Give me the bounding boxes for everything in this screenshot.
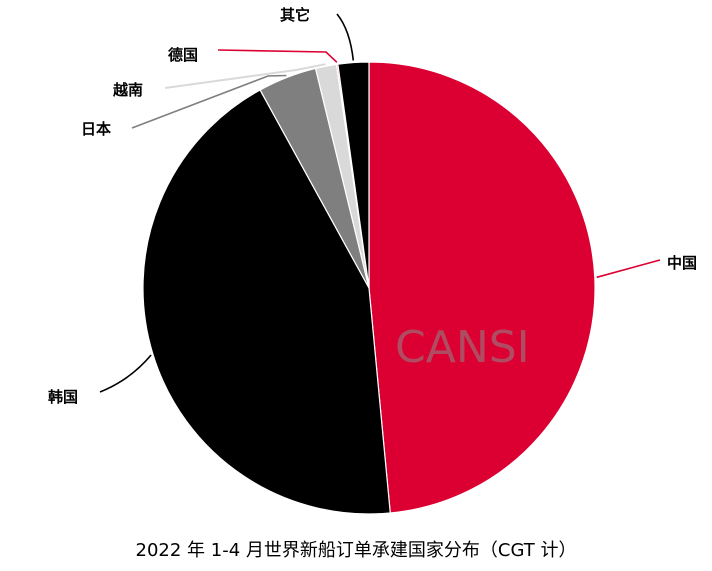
pie-slice-5 [337, 61, 370, 289]
slice-label-3: 越南 [112, 81, 143, 99]
watermark: CANSI [395, 322, 530, 373]
pie-slices [142, 61, 596, 515]
leader-line-0 [596, 259, 661, 279]
slice-label-4: 德国 [168, 46, 198, 64]
leader-line-3 [164, 63, 326, 89]
leader-lines [99, 13, 661, 393]
leader-line-5 [336, 13, 355, 61]
slice-label-0: 中国 [667, 254, 697, 272]
slice-label-5: 其它 [280, 6, 310, 24]
pie-slice-0 [368, 61, 596, 514]
leader-line-2 [131, 74, 287, 129]
chart-title: 2022 年 1-4 月世界新船订单承建国家分布（CGT 计） [135, 540, 577, 561]
leader-line-4 [217, 49, 338, 63]
slice-label-1: 韩国 [48, 388, 78, 406]
leader-line-1 [99, 354, 152, 393]
slice-label-2: 日本 [81, 120, 111, 138]
pie-slice-1 [142, 89, 391, 515]
